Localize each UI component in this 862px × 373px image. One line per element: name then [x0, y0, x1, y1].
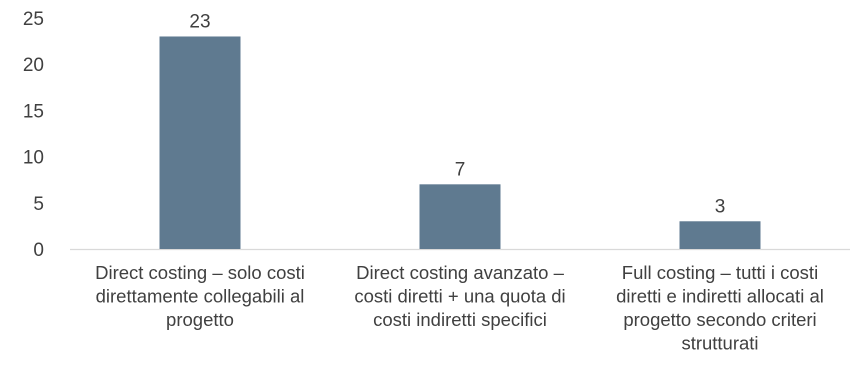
- category-label-line: costi diretti + una quota di: [354, 286, 565, 307]
- category-label-line: costi indiretti specifici: [373, 309, 547, 330]
- y-tick-label: 0: [33, 240, 44, 261]
- data-label: 7: [455, 159, 466, 180]
- category-label-line: Direct costing avanzato –: [356, 262, 564, 283]
- category-label-line: strutturati: [681, 333, 758, 354]
- category-label-line: progetto secondo criteri: [623, 309, 816, 330]
- bar: [679, 221, 761, 249]
- category-label-line: Direct costing – solo costi: [95, 262, 305, 283]
- y-tick-label: 20: [23, 55, 44, 76]
- data-label: 23: [189, 11, 210, 32]
- category-label: Direct costing – solo costi direttamente …: [95, 262, 305, 330]
- y-tick-label: 5: [33, 194, 44, 215]
- y-tick-label: 25: [23, 9, 44, 30]
- category-label-line: diretti e indiretti allocati al: [616, 286, 824, 307]
- y-tick-label: 15: [23, 101, 44, 122]
- y-axis-ticks: 0 5 10 15 20 25: [23, 9, 44, 261]
- category-label-line: Full costing – tutti i costi: [622, 262, 818, 283]
- bar: [419, 184, 501, 249]
- category-label: Direct costing avanzato – costi diretti +…: [354, 262, 565, 330]
- category-label: Full costing – tutti i costi diretti e in…: [616, 262, 824, 354]
- category-labels: Direct costing – solo costi direttamente …: [95, 262, 824, 354]
- data-labels: 23 7 3: [189, 11, 725, 217]
- data-label: 3: [715, 196, 726, 217]
- category-label-line: direttamente collegabili al: [96, 286, 305, 307]
- bar: [159, 36, 241, 250]
- bars: [159, 36, 761, 250]
- y-tick-label: 10: [23, 148, 44, 169]
- category-label-line: progetto: [166, 309, 234, 330]
